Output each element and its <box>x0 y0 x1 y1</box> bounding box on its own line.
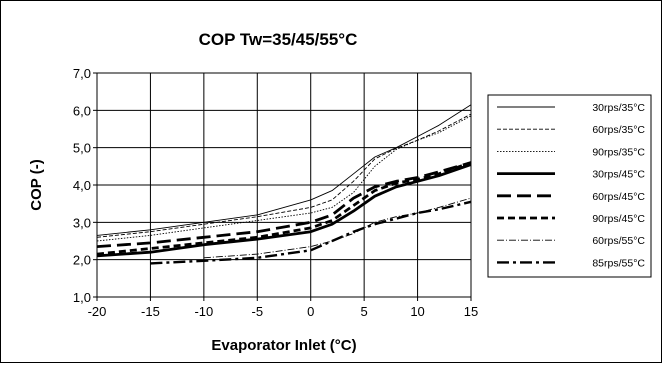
series-line-5 <box>96 161 472 248</box>
y-tick-label: 2,0 <box>73 253 91 268</box>
x-tick-label: -15 <box>141 304 160 319</box>
legend-label-5: 60rps/45°C <box>592 191 645 203</box>
legend-label-7: 60rps/55°C <box>592 235 645 247</box>
x-tick-label: 15 <box>464 304 478 319</box>
x-tick-label: 0 <box>307 304 314 319</box>
tick-labels: -20 -15 -10 -5 0 5 10 15 1,0 2,0 3,0 4,0 5,0 6,0 7,0 <box>73 66 478 319</box>
x-tick-label: 10 <box>410 304 424 319</box>
legend-label-6: 90rps/45°C <box>592 213 645 225</box>
x-tick-label: 5 <box>361 304 368 319</box>
x-axis-label: Evaporator Inlet (°C) <box>211 337 356 354</box>
legend-label-3: 90rps/35°C <box>592 146 645 158</box>
x-tick-label: -20 <box>88 304 107 319</box>
y-tick-label: 6,0 <box>73 103 91 118</box>
chart-title: COP Tw=35/45/55°C <box>199 30 358 49</box>
legend-label-4: 30rps/45°C <box>592 169 645 181</box>
legend-box <box>487 94 652 278</box>
y-tick-label: 5,0 <box>73 141 91 156</box>
legend-label-2: 60rps/35°C <box>592 124 645 136</box>
legend-label-1: 30rps/35°C <box>592 102 645 114</box>
series-line-4 <box>96 163 472 258</box>
x-tick-label: -5 <box>252 304 264 319</box>
legend-label-8: 85rps/55°C <box>592 257 645 269</box>
series-line-8 <box>150 200 472 265</box>
legend: 30rps/35°C 60rps/35°C 90rps/35°C 30rps/45°C… <box>497 102 645 269</box>
grid <box>93 72 472 301</box>
series-line-1 <box>96 104 472 236</box>
series-line-3 <box>96 115 472 242</box>
y-tick-label: 4,0 <box>73 178 91 193</box>
x-tick-label: -10 <box>194 304 213 319</box>
y-tick-label: 7,0 <box>73 66 91 81</box>
y-tick-label: 3,0 <box>73 215 91 230</box>
y-tick-label: 1,0 <box>73 290 91 305</box>
series-lines <box>96 104 472 265</box>
y-axis-label: COP (-) <box>28 159 45 210</box>
